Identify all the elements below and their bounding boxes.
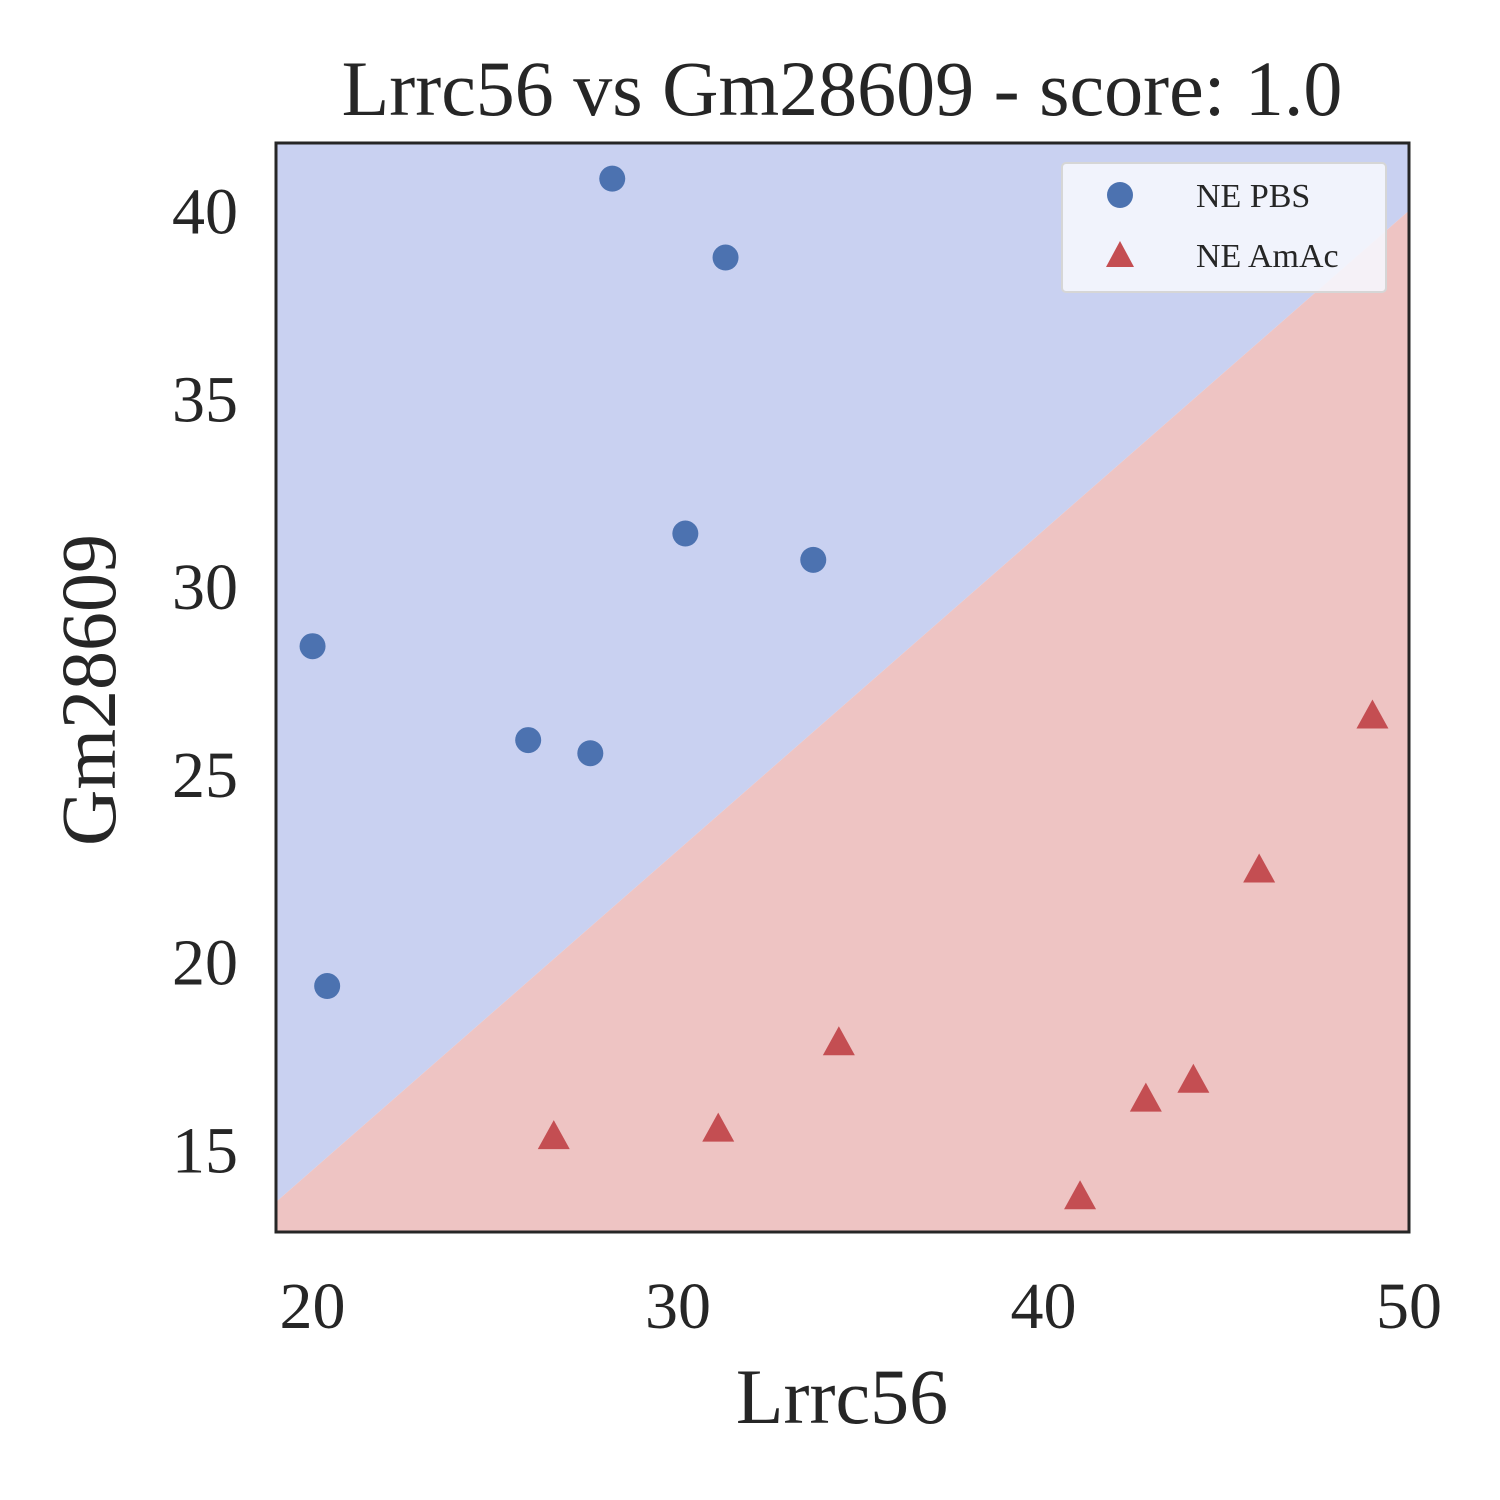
point-ne-pbs-1: [712, 244, 739, 271]
decision-region-ne-pbs: [276, 143, 1409, 1202]
y-tick-label: 20: [172, 927, 238, 1000]
legend-box: [1061, 162, 1387, 293]
legend-label-ne-pbs: NE PBS: [1196, 178, 1310, 215]
point-ne-amac-5: [537, 1120, 570, 1150]
point-ne-pbs-7: [314, 973, 341, 1000]
point-ne-pbs-3: [800, 546, 827, 573]
point-ne-amac-1: [1243, 853, 1276, 883]
x-tick-label: 40: [1011, 1270, 1077, 1343]
decision-region-ne-amac: [276, 210, 1409, 1232]
x-axis-ticks: 20 30 40 50: [280, 1270, 1442, 1343]
point-ne-pbs-0: [599, 165, 626, 192]
point-ne-amac-6: [702, 1112, 735, 1142]
plot-area: [276, 143, 1409, 1232]
point-ne-amac-0: [1356, 699, 1389, 729]
y-tick-label: 40: [172, 176, 238, 249]
x-tick-label: 30: [645, 1270, 711, 1343]
x-tick-label: 50: [1376, 1270, 1442, 1343]
point-ne-amac-3: [1177, 1063, 1210, 1093]
point-ne-amac-4: [1129, 1082, 1162, 1112]
point-ne-pbs-6: [577, 740, 604, 767]
y-axis-ticks: 15 20 25 30 35 40: [172, 176, 238, 1188]
x-axis-label: Lrrc56: [736, 1353, 948, 1440]
chart-title: Lrrc56 vs Gm28609 - score: 1.0: [342, 45, 1343, 132]
point-ne-amac-2: [822, 1026, 855, 1056]
y-tick-label: 25: [172, 739, 238, 812]
y-tick-label: 35: [172, 363, 238, 436]
legend-marker-ne-pbs: [1107, 182, 1133, 208]
legend-label-ne-amac: NE AmAc: [1196, 238, 1339, 275]
legend-marker-ne-amac: [1106, 241, 1134, 267]
y-tick-label: 30: [172, 551, 238, 624]
point-ne-pbs-4: [299, 633, 326, 660]
point-ne-pbs-5: [515, 727, 542, 754]
legend: NE PBS NE AmAc: [1061, 162, 1387, 293]
x-tick-label: 20: [280, 1270, 346, 1343]
y-tick-label: 15: [172, 1114, 238, 1187]
point-ne-pbs-2: [672, 520, 699, 547]
plot-frame: [274, 141, 1411, 1234]
data-points: [299, 165, 1389, 1210]
point-ne-amac-7: [1064, 1180, 1097, 1210]
y-axis-label: Gm28609: [45, 534, 132, 846]
